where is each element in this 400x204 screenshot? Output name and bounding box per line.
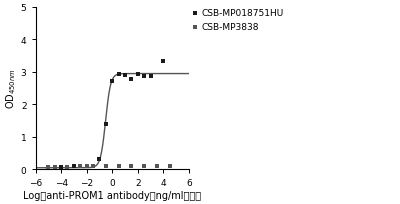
CSB-MP018751HU [96, 158, 103, 161]
X-axis label: Log（anti-PROM1 antibody（ng/ml）　）: Log（anti-PROM1 antibody（ng/ml） ） [23, 190, 201, 200]
CSB-MP3838 [166, 165, 173, 168]
CSB-MP018751HU [103, 123, 109, 126]
CSB-MP3838 [128, 165, 135, 168]
CSB-MP3838 [116, 165, 122, 168]
CSB-MP3838 [64, 165, 71, 169]
CSB-MP3838 [77, 165, 84, 168]
CSB-MP018751HU [109, 80, 116, 83]
CSB-MP018751HU [141, 74, 147, 78]
CSB-MP018751HU [84, 165, 90, 168]
CSB-MP018751HU [116, 73, 122, 76]
CSB-MP3838 [103, 165, 109, 168]
Legend: CSB-MP018751HU, CSB-MP3838: CSB-MP018751HU, CSB-MP3838 [194, 9, 284, 32]
CSB-MP3838 [141, 165, 147, 168]
CSB-MP018751HU [135, 73, 141, 76]
CSB-MP018751HU [122, 74, 128, 77]
CSB-MP3838 [52, 166, 58, 169]
CSB-MP3838 [45, 166, 52, 169]
CSB-MP3838 [84, 165, 90, 168]
Y-axis label: OD$_{450nm}$: OD$_{450nm}$ [4, 68, 18, 109]
CSB-MP018751HU [71, 165, 77, 168]
CSB-MP018751HU [147, 75, 154, 78]
CSB-MP018751HU [160, 60, 166, 63]
CSB-MP018751HU [90, 164, 96, 168]
CSB-MP018751HU [58, 165, 64, 169]
CSB-MP3838 [90, 165, 96, 168]
CSB-MP018751HU [128, 78, 135, 81]
CSB-MP3838 [154, 165, 160, 168]
